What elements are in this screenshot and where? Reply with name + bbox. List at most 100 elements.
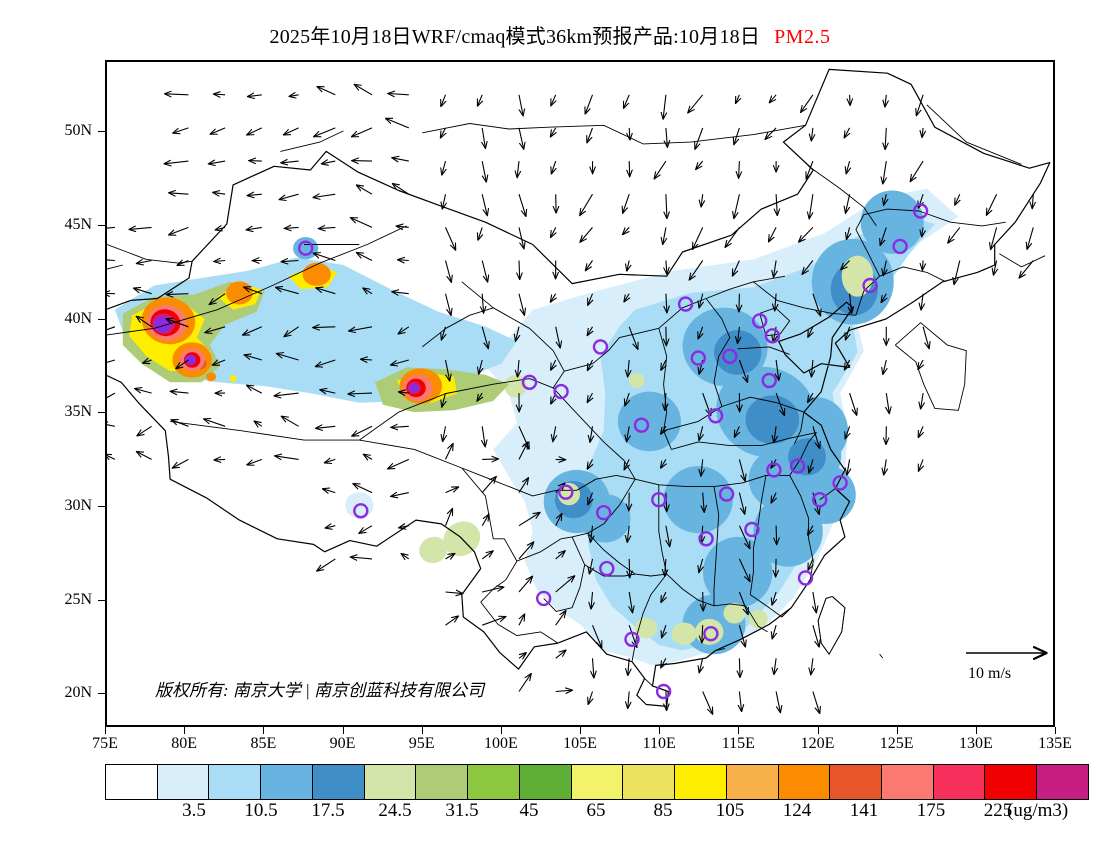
province-border bbox=[170, 420, 494, 539]
wind-vector bbox=[1032, 194, 1033, 208]
city-marker[interactable] bbox=[521, 374, 538, 390]
colorbar-cell bbox=[106, 765, 158, 799]
wind-vector bbox=[243, 326, 263, 335]
wind-vector bbox=[663, 94, 666, 119]
wind-vector bbox=[388, 94, 409, 95]
wind-vector bbox=[136, 316, 152, 328]
wind-vector bbox=[702, 691, 713, 715]
wind-vector bbox=[776, 525, 777, 545]
wind-vector bbox=[699, 558, 703, 573]
y-axis-tick bbox=[98, 318, 105, 320]
coastline bbox=[895, 322, 967, 411]
wind-vector bbox=[885, 94, 886, 107]
map-frame bbox=[105, 60, 1055, 727]
city-marker[interactable] bbox=[624, 631, 640, 647]
wind-vector bbox=[846, 326, 850, 340]
wind-vector bbox=[363, 288, 373, 294]
concentration-blob bbox=[860, 190, 924, 254]
city-marker[interactable] bbox=[912, 203, 929, 219]
wind-vector bbox=[587, 459, 592, 469]
y-axis-tick bbox=[98, 599, 105, 601]
city-marker[interactable] bbox=[752, 313, 768, 329]
concentration-blob bbox=[671, 622, 697, 645]
wind-vector bbox=[281, 161, 299, 163]
wind-vector bbox=[247, 385, 263, 394]
city-marker[interactable] bbox=[764, 328, 781, 344]
city-marker[interactable] bbox=[690, 350, 706, 366]
city-marker[interactable] bbox=[698, 531, 714, 547]
city-marker[interactable] bbox=[744, 521, 760, 538]
wind-vector bbox=[808, 558, 813, 570]
wind-vector bbox=[247, 458, 262, 465]
wind-vector bbox=[654, 160, 667, 179]
wind-vector bbox=[351, 557, 373, 559]
city-marker[interactable] bbox=[553, 383, 569, 400]
city-marker[interactable] bbox=[797, 570, 814, 586]
wind-vector bbox=[703, 492, 705, 512]
wind-vector bbox=[688, 94, 704, 113]
colorbar-cell bbox=[312, 765, 365, 799]
city-marker[interactable] bbox=[599, 560, 615, 577]
concentration-blob bbox=[302, 262, 331, 286]
colorbar-tick-label: 17.5 bbox=[311, 800, 345, 821]
concentration-blob bbox=[419, 536, 448, 564]
city-marker[interactable] bbox=[789, 458, 806, 474]
city-marker[interactable] bbox=[718, 486, 735, 502]
city-marker[interactable] bbox=[862, 277, 878, 294]
city-marker[interactable] bbox=[558, 484, 574, 500]
wind-vector bbox=[214, 261, 226, 262]
concentration-blob bbox=[663, 466, 733, 534]
x-axis-tick-label: 115E bbox=[721, 735, 755, 752]
city-marker[interactable] bbox=[832, 475, 848, 491]
wind-vector bbox=[445, 444, 454, 460]
coastline bbox=[422, 123, 806, 145]
wind-vector bbox=[442, 160, 446, 175]
wind-vector bbox=[398, 260, 409, 261]
wind-vector bbox=[735, 426, 740, 437]
colorbar-cell bbox=[830, 765, 883, 799]
wind-vector bbox=[922, 260, 923, 271]
city-marker[interactable] bbox=[812, 492, 828, 508]
city-marker[interactable] bbox=[353, 503, 369, 519]
city-marker[interactable] bbox=[655, 683, 672, 700]
wind-vector bbox=[661, 658, 666, 667]
wind-vector bbox=[481, 551, 493, 560]
wind-vector bbox=[482, 617, 506, 626]
wind-vector bbox=[164, 161, 189, 164]
wind-vector bbox=[516, 326, 520, 341]
city-marker[interactable] bbox=[722, 348, 738, 364]
y-axis-tick bbox=[98, 693, 105, 695]
city-marker[interactable] bbox=[677, 296, 694, 312]
wind-vector bbox=[481, 260, 487, 282]
page-title: 2025年10月18日WRF/cmaq模式36km预报产品:10月18日 PM2.… bbox=[0, 20, 1100, 49]
city-marker[interactable] bbox=[761, 372, 777, 389]
wind-vector bbox=[204, 419, 226, 427]
wind-vector bbox=[518, 426, 529, 449]
wind-vector bbox=[555, 611, 566, 626]
wind-vector bbox=[994, 260, 997, 276]
wind-vector bbox=[922, 127, 923, 137]
wind-vector bbox=[629, 127, 630, 140]
city-marker[interactable] bbox=[703, 626, 719, 642]
map-canvas bbox=[107, 68, 1051, 725]
city-marker[interactable] bbox=[892, 238, 908, 255]
city-marker[interactable] bbox=[651, 492, 667, 508]
colorbar-tick-label: 24.5 bbox=[378, 800, 412, 821]
wind-vector bbox=[849, 392, 857, 415]
city-marker[interactable] bbox=[707, 408, 724, 424]
colorbar-cell bbox=[416, 765, 469, 799]
city-marker[interactable] bbox=[592, 339, 609, 355]
wind-vector bbox=[666, 691, 667, 711]
city-marker[interactable] bbox=[297, 240, 314, 256]
city-marker[interactable] bbox=[596, 505, 612, 521]
city-marker[interactable] bbox=[766, 462, 782, 478]
colorbar-cell bbox=[468, 765, 520, 799]
wind-vector bbox=[587, 392, 592, 402]
wind-vector bbox=[482, 459, 498, 460]
city-marker[interactable] bbox=[633, 417, 650, 433]
province-border bbox=[879, 653, 884, 659]
colorbar-tick-label: 141 bbox=[849, 800, 879, 821]
city-marker[interactable] bbox=[536, 590, 552, 607]
wind-vector bbox=[316, 359, 336, 367]
y-axis-tick bbox=[98, 224, 105, 226]
